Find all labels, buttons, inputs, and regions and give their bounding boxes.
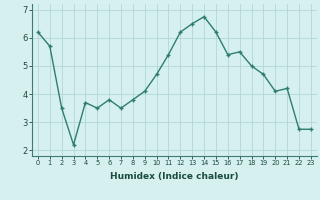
X-axis label: Humidex (Indice chaleur): Humidex (Indice chaleur) bbox=[110, 172, 239, 181]
